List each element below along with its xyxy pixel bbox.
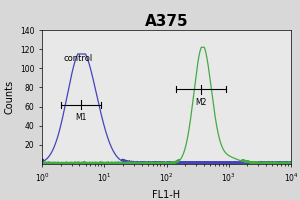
Text: control: control — [64, 54, 93, 63]
X-axis label: FL1-H: FL1-H — [152, 190, 181, 200]
Text: M2: M2 — [195, 98, 206, 107]
Title: A375: A375 — [145, 14, 188, 29]
Text: M1: M1 — [75, 113, 87, 122]
Y-axis label: Counts: Counts — [4, 80, 14, 114]
